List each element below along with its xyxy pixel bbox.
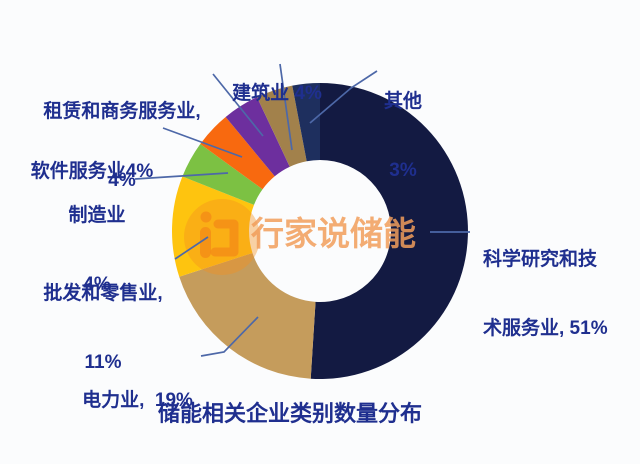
label-line: 3% [389, 160, 417, 181]
leader-line-zulin [212, 73, 264, 137]
label-qita: 其他 3% [376, 44, 430, 228]
label-line: 制造业 [68, 205, 126, 226]
leader-lines [134, 63, 470, 357]
label-line: 11% [84, 352, 122, 373]
watermark-text: 行家说储能 [251, 215, 416, 252]
label-line: 术服务业, 51% [483, 318, 608, 339]
label-zulin: 租赁和商务服务业, 4% [30, 54, 214, 238]
leader-line-pifa [174, 236, 209, 260]
pie-slice-2-电力业 [179, 252, 316, 379]
leader-line-qita [309, 70, 378, 124]
donut-slices [171, 83, 468, 379]
pie-slice-6-租赁和商务服务业 [225, 97, 290, 177]
label-line: 其他 [383, 91, 422, 112]
pie-slice-1-科学研究和技术服务业 [310, 83, 468, 379]
watermark-logo-icon [184, 199, 260, 275]
leader-line-jianzhu [279, 63, 293, 151]
label-line: 建筑业 4% [232, 83, 322, 104]
label-pifa: 批发和零售业, 11% [25, 236, 181, 420]
label-line: 租赁和商务服务业, [43, 101, 201, 122]
label-line: 4% [83, 274, 111, 295]
leader-line-ruanjian [162, 127, 243, 158]
label-line: 科学研究和技 [483, 249, 598, 270]
pie-slice-8-其他 [292, 83, 320, 162]
label-dianli: 电力业, 19% [70, 343, 205, 458]
label-line: 电力业, 19% [82, 390, 193, 411]
pie-slice-7-建筑业 [256, 85, 307, 167]
leader-line-zhizao [134, 172, 229, 180]
label-line: 批发和零售业, [43, 283, 163, 304]
leader-line-dianli [200, 316, 259, 357]
label-zhizao: 制造业 4% [53, 158, 141, 342]
label-ruanjian: 软件服务业4% [23, 114, 161, 229]
label-line: 软件服务业4% [30, 161, 154, 182]
pie-slice-4-制造业 [182, 144, 263, 205]
pie-slice-5-软件服务业 [200, 116, 275, 190]
chart-title: 储能相关企业类别数量分布 [157, 401, 422, 426]
label-jianzhu: 建筑业 4% [228, 36, 326, 151]
label-line: 4% [108, 170, 136, 191]
label-kexueyanjiu: 科学研究和技 术服务业, 51% [483, 202, 638, 386]
